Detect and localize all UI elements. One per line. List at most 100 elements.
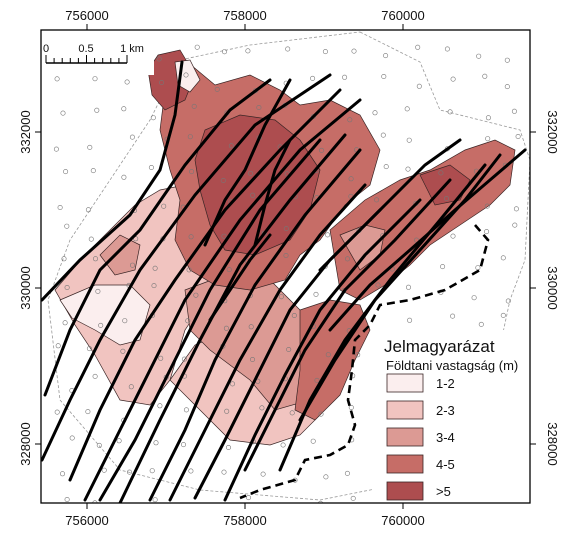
- observation-point: [286, 346, 292, 352]
- observation-point: [87, 144, 93, 150]
- observation-point: [185, 318, 191, 324]
- observation-point: [405, 166, 411, 172]
- observation-point: [375, 282, 381, 288]
- observation-point: [226, 267, 232, 273]
- observation-point: [183, 407, 189, 413]
- observation-point: [189, 169, 195, 175]
- observation-point: [404, 106, 410, 112]
- observation-point: [54, 76, 60, 82]
- observation-point: [92, 76, 98, 82]
- observation-point: [61, 256, 67, 262]
- observation-point: [416, 83, 422, 89]
- observation-point: [504, 57, 510, 63]
- observation-point: [348, 404, 354, 410]
- observation-point: [188, 468, 194, 474]
- observation-point: [344, 256, 350, 262]
- observation-point: [57, 205, 63, 211]
- scale-bar-ticks: [45, 55, 128, 63]
- observation-point: [120, 348, 126, 354]
- observation-point: [405, 284, 411, 290]
- observation-point: [284, 508, 288, 512]
- observation-point: [383, 53, 389, 59]
- scale-bar: 0 0.5 1 km: [42, 40, 154, 75]
- observation-point: [342, 74, 348, 80]
- observation-point: [500, 255, 506, 261]
- x-tick-label-top: 756000: [65, 8, 108, 23]
- observation-point: [221, 233, 227, 239]
- observation-point: [181, 442, 187, 448]
- legend-subtitle: Földtani vastagság (m): [386, 358, 518, 373]
- observation-point: [121, 106, 127, 112]
- observation-point: [228, 143, 234, 149]
- observation-point: [88, 236, 94, 242]
- observation-point: [505, 298, 511, 304]
- legend-title: Jelmagyarázat: [384, 337, 495, 356]
- observation-point: [314, 377, 320, 383]
- observation-point: [250, 356, 256, 362]
- zone-1-2-west: [59, 284, 151, 346]
- observation-point: [250, 192, 256, 198]
- observation-point: [128, 384, 134, 390]
- map-content: [41, 31, 530, 512]
- y-tick-label-left: 332000: [18, 110, 33, 153]
- observation-point: [515, 134, 521, 140]
- observation-point: [221, 469, 227, 475]
- observation-point: [92, 373, 98, 379]
- observation-point: [259, 405, 265, 411]
- observation-point: [152, 265, 158, 271]
- observation-point: [193, 292, 199, 298]
- observation-point: [122, 318, 128, 324]
- observation-point: [484, 229, 490, 235]
- observation-point: [95, 288, 101, 294]
- observation-point: [96, 442, 102, 448]
- observation-point: [383, 164, 389, 170]
- observation-point: [158, 355, 164, 361]
- observation-point: [348, 176, 354, 182]
- y-tick-label-right: 328000: [545, 422, 560, 465]
- y-tick-label-right: 332000: [545, 110, 560, 153]
- observation-point: [350, 495, 356, 501]
- x-tick-label-bottom: 758000: [223, 513, 266, 528]
- observation-point: [187, 134, 193, 140]
- observation-point: [482, 73, 488, 79]
- observation-point: [98, 322, 104, 328]
- observation-point: [484, 203, 490, 209]
- observation-point: [318, 500, 323, 503]
- observation-point: [280, 442, 286, 448]
- observation-point: [224, 408, 230, 414]
- legend-swatch: [386, 373, 424, 393]
- observation-point: [511, 108, 517, 114]
- observation-point: [245, 48, 251, 54]
- fault-line: [168, 183, 367, 502]
- observation-point: [478, 321, 484, 327]
- legend-item-label: 2-3: [436, 403, 455, 418]
- observation-point: [407, 317, 413, 323]
- observation-point: [325, 232, 331, 238]
- y-axis-right: 332000 330000 328000: [530, 110, 560, 466]
- observation-point: [183, 72, 189, 78]
- observation-point: [318, 411, 324, 417]
- observation-point: [415, 44, 421, 50]
- observation-point: [485, 115, 491, 121]
- observation-point: [512, 222, 518, 228]
- observation-point: [325, 352, 331, 358]
- fault-line: [203, 78, 292, 247]
- observation-point: [121, 174, 127, 180]
- y-tick-label-left: 328000: [18, 422, 33, 465]
- x-tick-label-bottom: 760000: [381, 513, 424, 528]
- observation-point: [53, 146, 59, 152]
- observation-point: [188, 234, 194, 240]
- observation-point: [194, 44, 200, 50]
- fault-line: [243, 178, 452, 472]
- observation-point: [447, 109, 453, 115]
- observation-point: [230, 381, 236, 387]
- observation-point: [471, 295, 477, 301]
- observation-point: [60, 110, 66, 116]
- observation-point: [278, 294, 284, 300]
- observation-point: [85, 409, 91, 415]
- observation-point: [476, 53, 482, 59]
- observation-point: [220, 178, 226, 184]
- observation-point: [94, 107, 100, 113]
- observation-point: [260, 471, 266, 477]
